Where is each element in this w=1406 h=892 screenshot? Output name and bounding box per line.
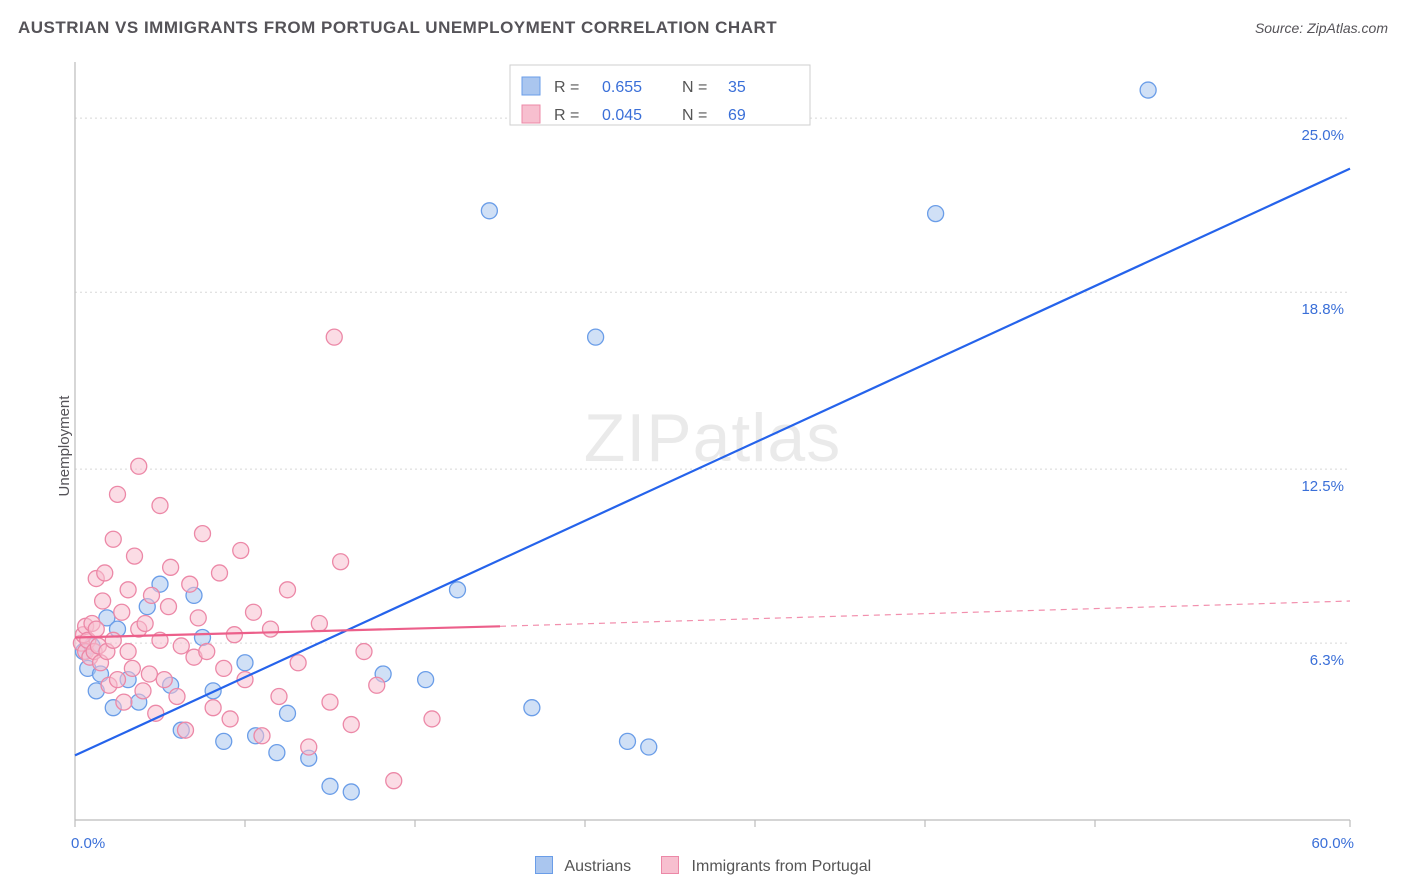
y-tick-label: 6.3%: [1310, 652, 1344, 669]
data-point: [173, 638, 189, 654]
data-point: [105, 531, 121, 547]
data-point: [131, 458, 147, 474]
data-point: [195, 526, 211, 542]
data-point: [114, 604, 130, 620]
y-tick-label: 25.0%: [1301, 127, 1344, 144]
data-point: [343, 717, 359, 733]
data-point: [271, 688, 287, 704]
x-tick-max: 60.0%: [1311, 835, 1354, 850]
data-point: [280, 705, 296, 721]
legend-swatch: [522, 105, 540, 123]
legend-swatch: [522, 77, 540, 95]
data-point: [311, 615, 327, 631]
data-point: [481, 203, 497, 219]
data-point: [450, 582, 466, 598]
data-point: [301, 739, 317, 755]
legend-r-value: 0.655: [602, 79, 642, 96]
data-point: [588, 329, 604, 345]
data-point: [127, 548, 143, 564]
legend-n-value: 35: [728, 79, 746, 96]
data-point: [88, 621, 104, 637]
legend-swatch-pink: [661, 856, 679, 874]
data-point: [524, 700, 540, 716]
legend-swatch-blue: [535, 856, 553, 874]
data-point: [205, 700, 221, 716]
data-point: [424, 711, 440, 727]
data-point: [120, 582, 136, 598]
watermark: ZIPatlas: [584, 400, 841, 476]
data-point: [1140, 82, 1156, 98]
data-point: [182, 576, 198, 592]
data-point: [928, 206, 944, 222]
data-point: [322, 778, 338, 794]
regression-line-pink-dashed: [500, 601, 1350, 626]
legend-n-value: 69: [728, 107, 746, 124]
data-point: [110, 672, 126, 688]
data-point: [418, 672, 434, 688]
data-point: [280, 582, 296, 598]
data-point: [156, 672, 172, 688]
x-tick-min: 0.0%: [71, 835, 105, 850]
legend-bottom: Austrians Immigrants from Portugal: [0, 856, 1406, 876]
data-point: [343, 784, 359, 800]
chart-svg: 6.3% 12.5% 18.8% 25.0% 0.0% 60.0% ZIPatlas R = 0…: [50, 50, 1380, 850]
data-point: [110, 486, 126, 502]
data-point: [356, 644, 372, 660]
y-tick-label: 12.5%: [1301, 478, 1344, 495]
legend-label: Immigrants from Portugal: [692, 858, 872, 875]
data-point: [120, 644, 136, 660]
data-point: [97, 565, 113, 581]
legend-r-value: 0.045: [602, 107, 642, 124]
data-point: [178, 722, 194, 738]
legend-n-label: N =: [682, 107, 707, 124]
data-point: [237, 655, 253, 671]
header: AUSTRIAN VS IMMIGRANTS FROM PORTUGAL UNE…: [18, 18, 1388, 38]
data-point: [269, 745, 285, 761]
data-point: [326, 329, 342, 345]
data-point: [137, 615, 153, 631]
data-point: [95, 593, 111, 609]
legend-item-portugal: Immigrants from Portugal: [661, 856, 871, 876]
data-point: [116, 694, 132, 710]
data-point: [290, 655, 306, 671]
source-label: Source: ZipAtlas.com: [1255, 20, 1388, 36]
data-point: [641, 739, 657, 755]
legend-n-label: N =: [682, 79, 707, 96]
data-point: [169, 688, 185, 704]
legend-label: Austrians: [564, 858, 631, 875]
data-point: [199, 644, 215, 660]
data-point: [105, 632, 121, 648]
data-point: [226, 627, 242, 643]
chart-title: AUSTRIAN VS IMMIGRANTS FROM PORTUGAL UNE…: [18, 18, 777, 38]
data-point: [222, 711, 238, 727]
data-point: [135, 683, 151, 699]
data-point: [163, 559, 179, 575]
scatter-chart: 6.3% 12.5% 18.8% 25.0% 0.0% 60.0% ZIPatlas R = 0…: [50, 50, 1380, 850]
data-point: [190, 610, 206, 626]
data-point: [144, 587, 160, 603]
data-point: [386, 773, 402, 789]
data-point: [263, 621, 279, 637]
legend-item-austrians: Austrians: [535, 856, 631, 876]
legend-r-label: R =: [554, 107, 579, 124]
data-point: [322, 694, 338, 710]
data-point: [216, 660, 232, 676]
data-point: [620, 733, 636, 749]
data-point: [152, 498, 168, 514]
data-point: [161, 599, 177, 615]
data-point: [233, 542, 249, 558]
data-point: [254, 728, 270, 744]
data-point: [212, 565, 228, 581]
data-point: [216, 733, 232, 749]
data-point: [246, 604, 262, 620]
data-point: [124, 660, 140, 676]
data-point: [369, 677, 385, 693]
legend-r-label: R =: [554, 79, 579, 96]
data-point: [333, 554, 349, 570]
y-tick-label: 18.8%: [1301, 301, 1344, 318]
data-point: [141, 666, 157, 682]
regression-line-blue: [75, 169, 1350, 756]
